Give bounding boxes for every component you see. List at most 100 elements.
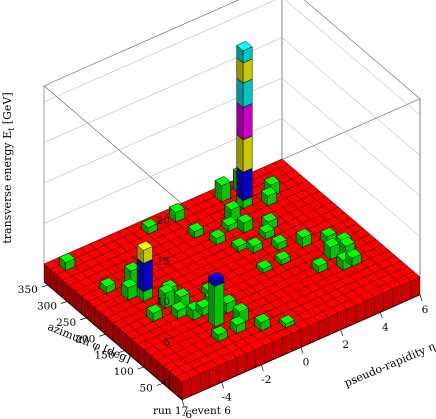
energy-tower (168, 202, 186, 223)
tower-segment (136, 240, 153, 264)
tower-segment-side-face (236, 166, 244, 202)
eta-tick-mark (380, 312, 383, 319)
tower-segment (311, 256, 328, 274)
tower-segment (258, 223, 275, 241)
tower-segment (323, 237, 340, 261)
eta-tick-mark (181, 399, 185, 406)
energy-tower (170, 301, 188, 320)
energy-tower (278, 314, 296, 329)
floor-cell (340, 299, 357, 328)
energy-tower (209, 228, 226, 246)
tower-segment-top-face (254, 313, 271, 324)
eta-tick-mark (340, 329, 343, 336)
tower-segment-top-face (246, 236, 263, 247)
tower-segment-top-face (339, 236, 356, 247)
floor-cell (175, 372, 192, 401)
tower-segment (170, 301, 188, 320)
eta-tick-label: 0 (303, 356, 310, 368)
floor-cells (43, 158, 421, 401)
z-axis-title-main: transverse energy E (1, 131, 14, 244)
energy-tower (231, 237, 248, 253)
floor-cell (294, 319, 311, 348)
tower-segment (121, 278, 138, 301)
floor-cell (43, 259, 60, 288)
tower-segment-top-face (232, 302, 249, 313)
energy-tower (260, 186, 278, 207)
tower-segment (231, 237, 248, 253)
tower-segment-front-face (242, 103, 253, 141)
tower-segment-top-face (214, 176, 231, 187)
tower-segment-top-face (121, 278, 138, 289)
energy-tower (256, 259, 273, 274)
tower-segment (146, 303, 163, 323)
phi-tick-label: 200 (75, 333, 95, 345)
z-gridline (43, 37, 421, 156)
floor-cell (358, 291, 375, 320)
floor-cell-top (175, 372, 192, 383)
front-frame (41, 281, 423, 406)
eta-tick-label: -6 (182, 409, 193, 419)
tower-segment-top-face (295, 228, 312, 239)
z-tick-label: 20 (157, 215, 170, 227)
floor-cell (75, 286, 92, 315)
floor-cell (385, 279, 403, 308)
tower-segment-top-face (231, 237, 248, 248)
floor-cell (395, 275, 412, 304)
floor-cell (56, 270, 73, 299)
tower-segment-top-face (263, 175, 281, 186)
phi-tick-label: 50 (139, 382, 152, 394)
phi-tick-label: 100 (114, 366, 134, 378)
phi-tick-mark (137, 366, 144, 370)
tower-segment-top-face (99, 277, 116, 288)
tower-segment (187, 222, 204, 239)
top-edge-left (43, 85, 183, 205)
tower-segment (207, 271, 225, 287)
eta-tick-label: -4 (222, 391, 233, 403)
tower-segment-top-face (260, 186, 278, 197)
tower-segment-top-face (173, 287, 191, 298)
tower-segment (295, 228, 312, 249)
tower-segment (236, 213, 254, 234)
tower-segment-front-face (143, 259, 153, 293)
z-axis-title: transverse energy Et [GeV] (1, 92, 16, 243)
tower-segment-top-face (258, 223, 275, 234)
energy-tower (158, 283, 175, 309)
energy-towers (58, 41, 362, 343)
tower-segment-top-face (261, 212, 278, 223)
tower-segment (345, 248, 362, 267)
energy-tower (141, 218, 158, 235)
tower-segment (141, 218, 158, 235)
energy-tower (207, 271, 225, 328)
tower-segment (211, 325, 228, 343)
tower-segment-side-face (236, 101, 244, 141)
floor-cell (230, 348, 247, 376)
tower-segment-side-face (236, 133, 244, 173)
energy-tower (214, 176, 231, 203)
tower-segment-front-face (242, 167, 253, 201)
tower-segment (214, 176, 231, 203)
tower-segment-front-face (214, 282, 225, 328)
z-tick-label: 15 (157, 256, 170, 268)
tower-segment-top-face (170, 301, 188, 312)
eta-tick-label: 4 (382, 321, 389, 333)
phi-tick-mark (118, 350, 125, 353)
eta-tick-mark (419, 294, 423, 301)
tower-segment-top-face (209, 228, 226, 239)
tower-segment-front-face (242, 78, 253, 108)
phi-tick-label: 250 (56, 317, 76, 329)
energy-tower (274, 250, 291, 266)
tower-segment (274, 250, 291, 266)
x-axis-title: pseudo-rapidity η (342, 340, 436, 390)
tower-segment-top-face (274, 250, 291, 261)
tower-segment-top-face (224, 200, 241, 211)
tower-segment-top-face (323, 237, 340, 248)
eta-tick-mark (300, 347, 304, 354)
energy-tower (236, 213, 254, 234)
phi-tick-mark (99, 333, 106, 337)
energy-tower (311, 256, 328, 274)
tower-segment-top-face (278, 314, 296, 325)
energy-tower (211, 325, 228, 343)
tower-segment (260, 186, 278, 207)
floor-cell (184, 368, 201, 397)
